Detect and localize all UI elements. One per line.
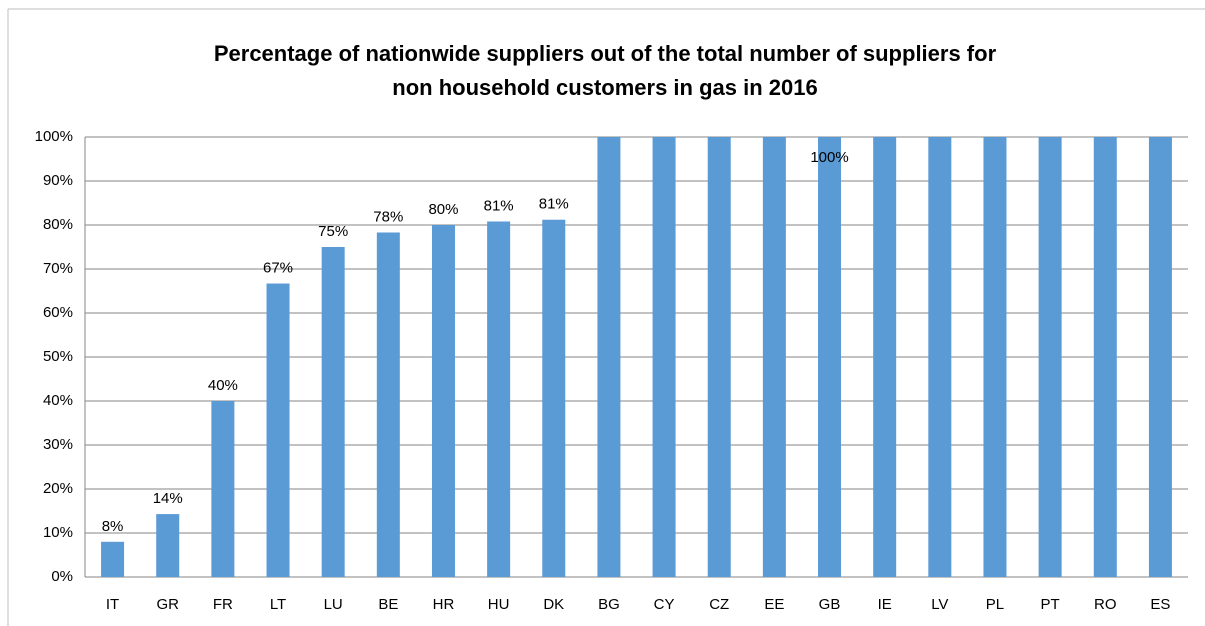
bar xyxy=(1148,137,1172,577)
value-label: 80% xyxy=(428,201,458,218)
y-tick-label: 50% xyxy=(43,348,73,365)
y-tick-label: 80% xyxy=(43,216,73,233)
y-tick-label: 70% xyxy=(43,260,73,277)
x-tick-label: CY xyxy=(654,596,675,613)
x-tick-label: BE xyxy=(378,596,398,613)
bar xyxy=(1093,137,1117,577)
bar xyxy=(487,221,511,578)
value-label: 78% xyxy=(373,208,403,225)
bar xyxy=(873,137,897,577)
chart-title: non household customers in gas in 2016 xyxy=(392,75,817,100)
chart-title: Percentage of nationwide suppliers out o… xyxy=(214,41,997,66)
bar xyxy=(376,232,400,578)
x-tick-label: IT xyxy=(106,596,119,613)
bar xyxy=(983,137,1007,577)
x-tick-label: PL xyxy=(986,596,1004,613)
x-tick-label: EE xyxy=(764,596,784,613)
x-tick-label: CZ xyxy=(709,596,729,613)
y-tick-label: 30% xyxy=(43,436,73,453)
y-tick-label: 100% xyxy=(35,128,73,145)
x-tick-label: FR xyxy=(213,596,233,613)
y-tick-label: 10% xyxy=(43,524,73,541)
bar xyxy=(707,137,731,577)
y-tick-label: 40% xyxy=(43,392,73,409)
value-label: 75% xyxy=(318,223,348,240)
x-tick-label: GR xyxy=(156,596,179,613)
x-tick-label: BG xyxy=(598,596,620,613)
value-label: 67% xyxy=(263,259,293,276)
x-tick-label: ES xyxy=(1150,596,1170,613)
x-tick-label: LT xyxy=(270,596,286,613)
bar xyxy=(156,514,180,577)
x-tick-label: PT xyxy=(1041,596,1060,613)
bar xyxy=(597,137,621,577)
x-tick-label: HR xyxy=(433,596,455,613)
bar xyxy=(762,137,786,577)
value-label: 81% xyxy=(484,197,514,214)
y-tick-label: 90% xyxy=(43,172,73,189)
bar xyxy=(928,137,952,577)
value-label: 40% xyxy=(208,377,238,394)
y-tick-label: 20% xyxy=(43,480,73,497)
value-label: 81% xyxy=(539,196,569,213)
bar xyxy=(431,225,455,577)
value-label: 100% xyxy=(810,149,848,166)
bar xyxy=(101,541,125,577)
value-label: 14% xyxy=(153,490,183,507)
bar xyxy=(266,283,290,577)
x-tick-label: IE xyxy=(878,596,892,613)
bar xyxy=(321,247,345,577)
x-tick-label: LU xyxy=(324,596,343,613)
x-tick-label: LV xyxy=(931,596,948,613)
value-label: 8% xyxy=(102,518,124,535)
x-tick-label: GB xyxy=(819,596,841,613)
x-tick-label: DK xyxy=(543,596,564,613)
y-tick-label: 0% xyxy=(51,568,73,585)
x-tick-label: RO xyxy=(1094,596,1117,613)
bar xyxy=(818,137,842,577)
bar xyxy=(211,401,235,577)
bar xyxy=(652,137,676,577)
y-tick-label: 60% xyxy=(43,304,73,321)
bar xyxy=(542,219,566,577)
bar xyxy=(1038,137,1062,577)
x-tick-label: HU xyxy=(488,596,510,613)
